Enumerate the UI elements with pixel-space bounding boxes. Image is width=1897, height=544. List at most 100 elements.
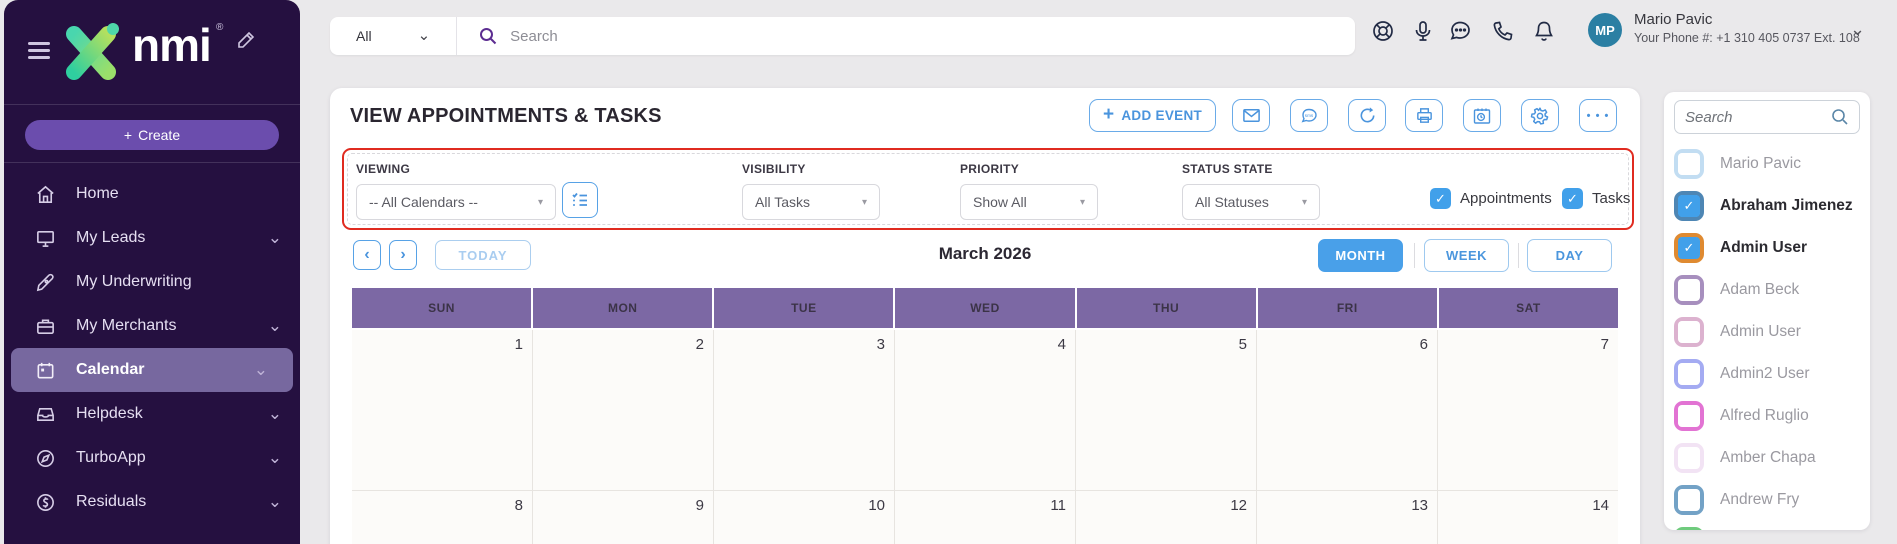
filter-strip: [347, 153, 1629, 225]
calendar-day-cell[interactable]: 13: [1257, 491, 1437, 544]
user-row-admin-user-2[interactable]: Admin User: [1674, 313, 1860, 351]
add-event-button[interactable]: + ADD EVENT: [1089, 99, 1216, 132]
user-checkbox[interactable]: [1674, 485, 1704, 515]
user-checkbox[interactable]: ✓: [1674, 191, 1704, 221]
divider: [1518, 243, 1519, 268]
calendar-day-cell[interactable]: 14: [1438, 491, 1618, 544]
viewing-select[interactable]: -- All Calendars -- ▾: [356, 184, 556, 220]
nmi-logo-text: nmi: [132, 19, 212, 71]
sidebar-item-my-underwriting[interactable]: My Underwriting: [4, 260, 300, 304]
calendar-day-cell[interactable]: 2: [533, 330, 713, 490]
chevron-left-icon: ‹: [364, 246, 370, 263]
chevron-down-icon: ⌄: [267, 228, 282, 247]
user-checkbox[interactable]: [1674, 443, 1704, 473]
user-search-input[interactable]: Search: [1674, 100, 1860, 134]
calendar-day-cell[interactable]: 3: [714, 330, 894, 490]
sidebar-item-turboapp[interactable]: TurboApp ⌄: [4, 436, 300, 480]
checkbox-checked-icon: ✓: [1562, 188, 1583, 209]
status-state-select[interactable]: All Statuses ▾: [1182, 184, 1320, 220]
user-checkbox[interactable]: [1674, 275, 1704, 305]
print-button[interactable]: [1405, 99, 1443, 132]
phone-icon[interactable]: [1491, 19, 1515, 43]
help-icon[interactable]: [1371, 19, 1395, 43]
today-button[interactable]: TODAY: [435, 240, 531, 270]
calendar-day-cell[interactable]: 1: [352, 330, 532, 490]
sidebar-item-helpdesk[interactable]: Helpdesk ⌄: [4, 392, 300, 436]
user-checkbox[interactable]: [1674, 527, 1704, 530]
sidebar-divider: [4, 104, 300, 105]
chevron-down-icon[interactable]: ⌄: [1850, 19, 1866, 39]
user-avatar[interactable]: MP: [1588, 13, 1622, 47]
user-row-partial[interactable]: [1674, 523, 1860, 530]
calendar-day-cell[interactable]: 8: [352, 491, 532, 544]
next-month-button[interactable]: ›: [389, 240, 417, 270]
appointments-card: VIEW APPOINTMENTS & TASKS + ADD EVENT sm…: [330, 88, 1640, 544]
user-row-admin2-user[interactable]: Admin2 User: [1674, 355, 1860, 393]
checkbox-checked-icon: ✓: [1430, 188, 1451, 209]
refresh-icon: [1360, 107, 1374, 123]
view-week-button[interactable]: WEEK: [1424, 239, 1509, 272]
chevron-down-icon[interactable]: ⌄: [417, 27, 431, 44]
user-checkbox[interactable]: [1674, 401, 1704, 431]
user-checkbox[interactable]: [1674, 359, 1704, 389]
sidebar-item-my-leads[interactable]: My Leads ⌄: [4, 216, 300, 260]
day-header-mon: MON: [533, 288, 713, 328]
view-month-button[interactable]: MONTH: [1318, 239, 1403, 272]
user-info: Mario Pavic Your Phone #: +1 310 405 073…: [1634, 11, 1860, 45]
prev-month-button[interactable]: ‹: [353, 240, 381, 270]
tasks-checkbox[interactable]: ✓ Tasks: [1562, 188, 1630, 209]
priority-select[interactable]: Show All ▾: [960, 184, 1098, 220]
calendar-day-cell[interactable]: 6: [1257, 330, 1437, 490]
divider: [1414, 243, 1415, 268]
sidebar-divider: [4, 162, 300, 163]
refresh-button[interactable]: [1348, 99, 1386, 132]
sidebar-item-calendar[interactable]: Calendar ⌄: [11, 348, 293, 392]
plus-icon: +: [1102, 103, 1115, 125]
user-name: Mario Pavic: [1634, 11, 1713, 28]
day-header-tue: TUE: [714, 288, 894, 328]
sidebar-item-home[interactable]: Home: [4, 172, 300, 216]
user-row-admin-user[interactable]: ✓ Admin User: [1674, 229, 1860, 267]
chevron-down-icon: ⌄: [267, 448, 282, 467]
calendar-list-button[interactable]: [562, 182, 598, 218]
search-input[interactable]: Search: [510, 27, 558, 45]
more-button[interactable]: • • •: [1579, 99, 1617, 132]
view-day-button[interactable]: DAY: [1527, 239, 1612, 272]
user-row-abraham-jimenez[interactable]: ✓ Abraham Jimenez: [1674, 187, 1860, 225]
calendar-history-button[interactable]: [1463, 99, 1501, 132]
sidebar-item-my-merchants[interactable]: My Merchants ⌄: [4, 304, 300, 348]
calendar-day-cell[interactable]: 11: [895, 491, 1075, 544]
user-row-adam-beck[interactable]: Adam Beck: [1674, 271, 1860, 309]
microphone-icon[interactable]: [1411, 19, 1435, 43]
calendar-day-cell[interactable]: 7: [1438, 330, 1618, 490]
user-row-andrew-fry[interactable]: Andrew Fry: [1674, 481, 1860, 519]
page-title: VIEW APPOINTMENTS & TASKS: [350, 105, 662, 127]
user-row-mario-pavic[interactable]: Mario Pavic: [1674, 145, 1860, 183]
user-row-alfred-ruglio[interactable]: Alfred Ruglio: [1674, 397, 1860, 435]
day-header-fri: FRI: [1257, 288, 1437, 328]
sms-button[interactable]: sms: [1290, 99, 1328, 132]
calendar-day-cell[interactable]: 5: [1076, 330, 1256, 490]
dropdown-arrow-icon: ▾: [1301, 196, 1307, 208]
user-checkbox[interactable]: ✓: [1674, 233, 1704, 263]
calendar-day-cell[interactable]: 12: [1076, 491, 1256, 544]
nmi-logo-icon: [66, 23, 119, 80]
calendar-day-cell[interactable]: 4: [895, 330, 1075, 490]
user-row-amber-chapa[interactable]: Amber Chapa: [1674, 439, 1860, 477]
create-button[interactable]: + Create: [25, 120, 279, 150]
user-checkbox[interactable]: [1674, 317, 1704, 347]
sidebar-item-residuals[interactable]: Residuals ⌄: [4, 480, 300, 524]
email-button[interactable]: [1232, 99, 1270, 132]
chat-icon[interactable]: [1448, 19, 1472, 43]
calendar-day-cell[interactable]: 10: [714, 491, 894, 544]
visibility-select[interactable]: All Tasks ▾: [742, 184, 880, 220]
edit-pencil-icon[interactable]: [236, 30, 256, 50]
hamburger-menu-icon[interactable]: [28, 42, 50, 60]
settings-button[interactable]: [1521, 99, 1559, 132]
bell-icon[interactable]: [1532, 19, 1556, 43]
user-checkbox[interactable]: [1674, 149, 1704, 179]
search-scope-select[interactable]: All: [356, 28, 372, 44]
calendar-day-cell[interactable]: 9: [533, 491, 713, 544]
appointments-checkbox[interactable]: ✓ Appointments: [1430, 188, 1552, 209]
